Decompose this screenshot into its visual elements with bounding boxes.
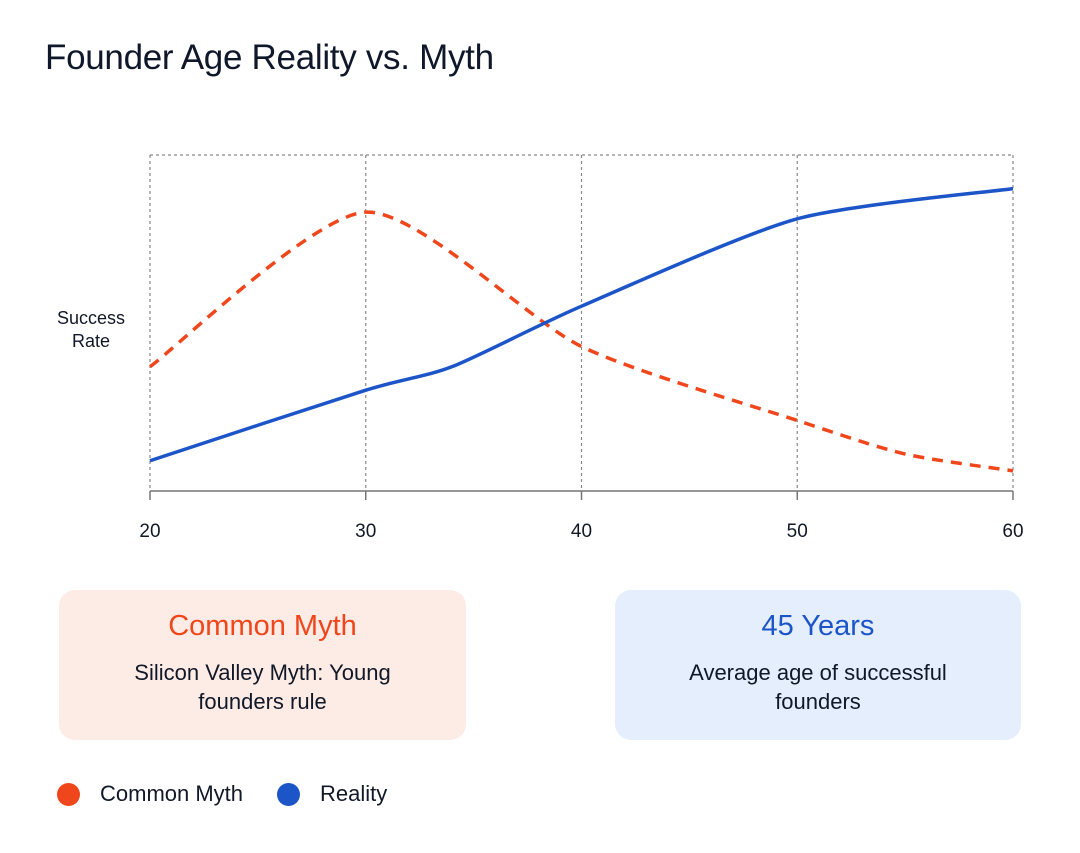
legend-item-myth[interactable]: Common Myth xyxy=(57,781,243,807)
chart-title: Founder Age Reality vs. Myth xyxy=(45,38,494,77)
reality-card: 45 Years Average age of successful found… xyxy=(615,590,1021,740)
line-chart: 20 30 40 50 60 xyxy=(139,154,1024,542)
myth-card: Common Myth Silicon Valley Myth: Young f… xyxy=(59,590,466,740)
legend: Common Myth Reality xyxy=(57,781,421,807)
myth-dot-icon xyxy=(57,782,80,806)
x-tick-label: 20 xyxy=(139,521,160,542)
legend-label-myth: Common Myth xyxy=(100,781,244,806)
legend-label-reality: Reality xyxy=(320,781,388,806)
myth-card-body: Silicon Valley Myth: Young founders rule xyxy=(134,660,391,714)
reality-series-line xyxy=(149,186,1014,463)
reality-card-body: Average age of successful founders xyxy=(689,660,947,714)
y-axis-label: Success Rate xyxy=(56,308,126,351)
x-tick-label: 40 xyxy=(571,521,592,542)
x-tick-label: 50 xyxy=(787,521,808,542)
series-lines xyxy=(148,186,1014,473)
myth-card-heading: Common Myth xyxy=(168,610,357,642)
legend-item-reality[interactable]: Reality xyxy=(277,781,387,807)
x-tick-label: 30 xyxy=(355,521,376,542)
reality-dot-icon xyxy=(277,782,301,806)
x-tick-label: 60 xyxy=(1002,521,1023,542)
x-axis xyxy=(149,490,1014,500)
reality-card-heading: 45 Years xyxy=(761,610,875,642)
x-tick-labels: 20 30 40 50 60 xyxy=(139,521,1023,542)
myth-series-line xyxy=(148,210,1014,473)
